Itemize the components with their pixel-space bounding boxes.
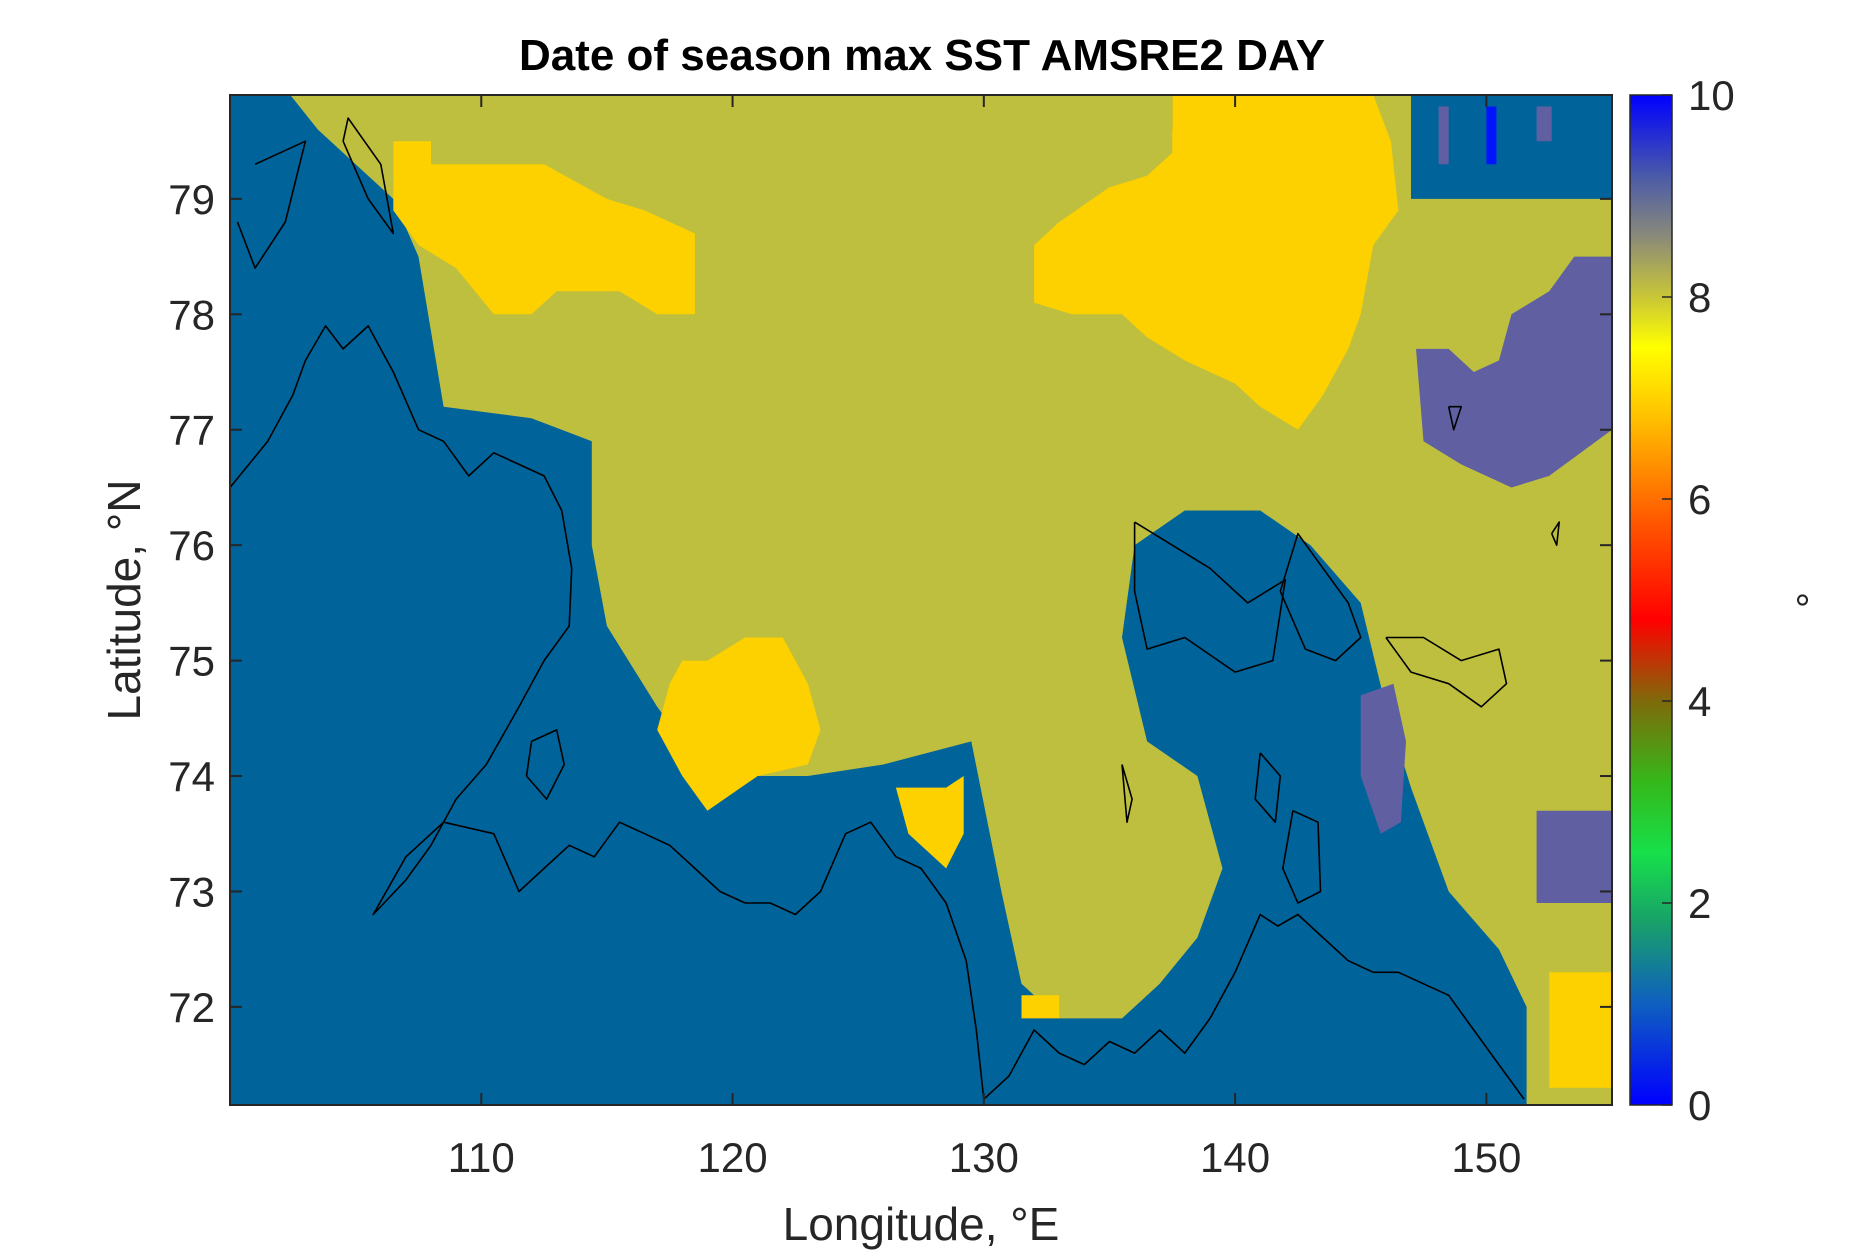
coastline xyxy=(525,729,565,800)
map-plot-area xyxy=(229,94,1613,1106)
y-tick-label: 78 xyxy=(168,291,215,338)
y-tick-label: 74 xyxy=(168,753,215,800)
coastline xyxy=(1133,521,1287,673)
x-axis-ticks: 110 120 130 140 150 xyxy=(448,95,1521,1181)
x-tick-label: 140 xyxy=(1200,1134,1270,1181)
y-axis-ticks: 72 73 74 75 76 77 78 79 xyxy=(168,176,1612,1031)
colorbar-tick-label: 8 xyxy=(1688,274,1711,321)
x-tick-label: 110 xyxy=(448,1134,515,1181)
field-region-value-7 xyxy=(657,637,821,811)
colorbar-gradient xyxy=(1629,94,1673,1106)
colorbar: 0 2 4 6 8 10 ° xyxy=(1629,72,1815,1129)
y-tick-label: 79 xyxy=(168,176,215,223)
colorbar-tick-label: 4 xyxy=(1688,678,1711,725)
plot-frame xyxy=(229,94,1613,1106)
coastline xyxy=(1385,636,1508,708)
coastline xyxy=(1279,532,1362,662)
colorbar-tick-label: 6 xyxy=(1688,476,1711,523)
colorbar-ticks: 0 2 4 6 8 10 xyxy=(1662,72,1735,1129)
field-region-value-9 xyxy=(1360,683,1406,834)
coastline xyxy=(1282,809,1322,904)
field-region-value-7 xyxy=(1021,995,1060,1019)
coastline xyxy=(1254,752,1282,823)
chart-title: Date of season max SST AMSRE2 DAY xyxy=(519,31,1325,80)
y-tick-label: 75 xyxy=(168,638,215,685)
coastline xyxy=(230,325,1525,1100)
x-axis-label: Longitude, °E xyxy=(783,1198,1060,1250)
coastline xyxy=(236,140,307,269)
y-tick-label: 76 xyxy=(168,522,215,569)
coastline xyxy=(1121,764,1133,823)
x-tick-label: 130 xyxy=(949,1134,1019,1181)
y-tick-label: 73 xyxy=(168,868,215,915)
x-tick-label: 150 xyxy=(1451,1134,1521,1181)
field-region-value-7 xyxy=(895,776,964,869)
colorbar-tick-label: 0 xyxy=(1688,1082,1711,1129)
field-region-value-7 xyxy=(1034,95,1399,430)
coastline xyxy=(1447,405,1462,431)
colorbar-label: ° xyxy=(1771,592,1815,608)
y-tick-label: 77 xyxy=(168,407,215,454)
field-region-value-7 xyxy=(1549,972,1612,1088)
y-axis-label: Latitude, °N xyxy=(98,480,150,721)
colorbar-tick-label: 10 xyxy=(1688,72,1735,119)
colorbar-tick-label: 2 xyxy=(1688,880,1711,927)
coastline xyxy=(342,117,395,235)
field-region-value-9 xyxy=(1438,106,1449,165)
field-region-value-9 xyxy=(1536,810,1612,903)
field-region-value-7 xyxy=(393,141,695,315)
field-region-value-10 xyxy=(1486,106,1497,165)
field-region-value-9 xyxy=(1416,256,1612,488)
x-tick-label: 120 xyxy=(698,1134,768,1181)
y-tick-label: 72 xyxy=(168,984,215,1031)
coastline xyxy=(1550,521,1560,546)
field-region-value-9 xyxy=(1536,106,1552,142)
